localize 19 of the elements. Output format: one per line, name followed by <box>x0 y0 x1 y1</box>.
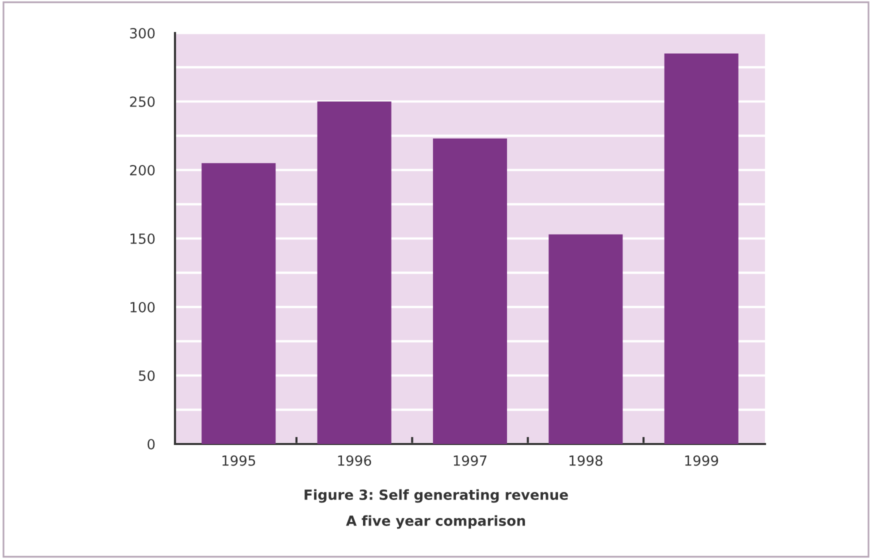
x-tick-label: 1999 <box>685 455 718 466</box>
y-tick-label: 150 <box>130 233 155 244</box>
text: Figure 3: Self generating revenue <box>304 489 568 503</box>
bar <box>664 54 738 444</box>
y-tick-label: 300 <box>130 28 155 38</box>
y-tick-label: 50 <box>138 370 155 381</box>
bar <box>432 138 508 444</box>
y-tick-label: 0 <box>148 438 155 450</box>
x-tick-label: 1997 <box>454 455 486 466</box>
text: A five year comparison <box>346 515 525 529</box>
y-tick-label: 100 <box>130 302 155 312</box>
bar <box>202 163 276 444</box>
bar <box>548 234 623 444</box>
y-tick-label: 250 <box>130 96 155 107</box>
y-tick-label: 200 <box>130 164 155 176</box>
x-tick-label: 1996 <box>338 455 372 466</box>
x-tick-label: 1995 <box>222 455 256 466</box>
x-tick-label: 1998 <box>570 455 602 466</box>
bar <box>317 102 392 444</box>
